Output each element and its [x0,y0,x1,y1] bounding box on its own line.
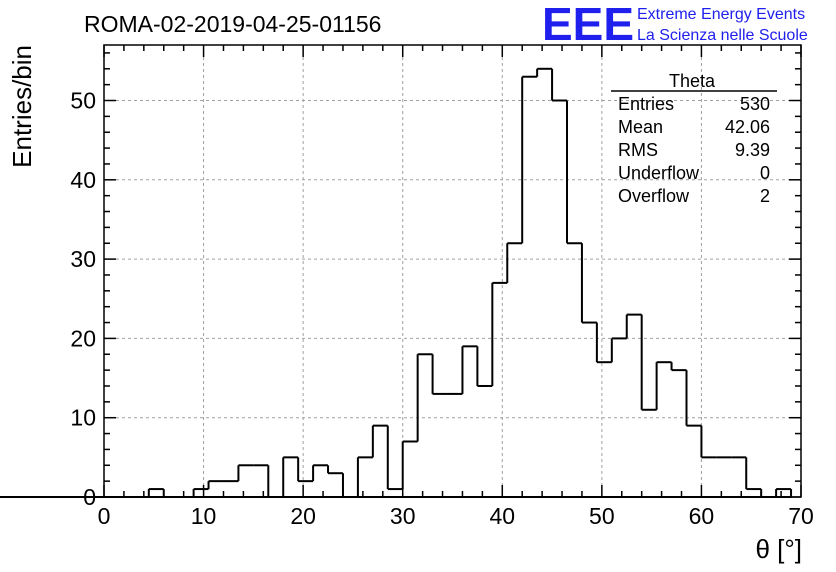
stats-title: Theta [669,71,716,91]
logo-line-2: La Scienza nelle Scuole [637,27,808,44]
y-tick-label: 50 [70,88,96,114]
x-tick-label: 60 [689,503,715,529]
x-tick-label: 10 [191,503,217,529]
stats-rows: Entries 530 Mean 42.06 RMS 9.39 Underflow 0 Over… [618,94,770,206]
logo-mark: EEE [542,0,634,50]
stats-row-label: Overflow [618,186,690,206]
stats-row-value: 9.39 [735,140,770,160]
histogram-bars [0,67,793,498]
stats-row-value: 2 [760,186,770,206]
x-tick-label: 50 [589,503,615,529]
x-tick-label: 30 [390,503,416,529]
eee-logo: EEE Extreme Energy Events La Scienza nel… [542,0,808,50]
y-tick-label: 30 [70,246,96,272]
x-tick-label: 40 [489,503,515,529]
chart-title: ROMA-02-2019-04-25-01156 [84,11,381,37]
logo-line-1: Extreme Energy Events [637,6,805,23]
y-axis-title: Entries/bin [7,45,37,168]
stats-row-label: RMS [618,140,658,160]
x-axis-title: θ [°] [755,534,802,564]
stats-box: Theta Entries 530 Mean 42.06 RMS 9.39 Underflo… [611,71,777,206]
stats-row-value: 42.06 [725,117,770,137]
y-tick-label: 20 [70,325,96,351]
y-tick-label: 0 [83,484,96,510]
grid-lines [104,45,801,497]
x-tick-label: 0 [98,503,111,529]
y-tick-label: 40 [70,167,96,193]
x-tick-label: 70 [788,503,814,529]
stats-row-label: Entries [618,94,674,114]
stats-row-value: 0 [760,163,770,183]
stats-row-label: Mean [618,117,663,137]
plot-frame [103,44,802,498]
axis-ticks [103,45,802,498]
stats-row-label: Underflow [618,163,700,183]
stats-row-value: 530 [740,94,770,114]
x-tick-label: 20 [290,503,316,529]
y-tick-label: 10 [70,405,96,431]
